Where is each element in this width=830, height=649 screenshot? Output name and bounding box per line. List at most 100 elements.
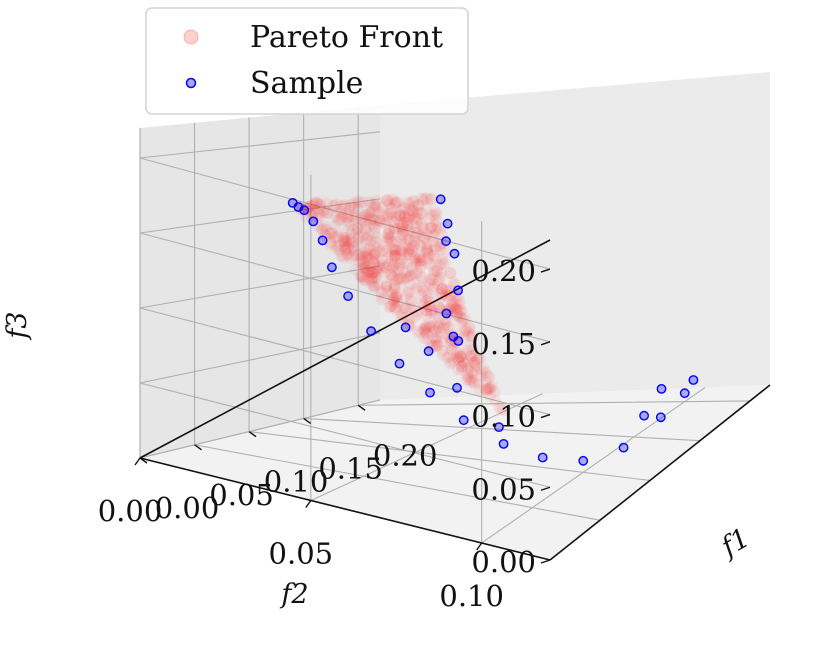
- pareto-point: [388, 258, 401, 271]
- pareto-point: [402, 265, 415, 278]
- pareto-point: [388, 300, 401, 313]
- pareto-point: [347, 223, 360, 236]
- pareto-point: [349, 212, 362, 225]
- pareto-point: [338, 239, 351, 252]
- pareto-point: [424, 339, 437, 352]
- pareto-point: [380, 280, 393, 293]
- pareto-point: [417, 331, 430, 344]
- pareto-point: [408, 268, 421, 280]
- tick-mark-f1: [357, 404, 366, 411]
- pareto-point: [381, 234, 394, 247]
- sample-point: [425, 387, 435, 398]
- pareto-point: [387, 294, 400, 307]
- tick-mark-f2: [134, 457, 141, 466]
- pareto-point: [345, 227, 358, 240]
- pareto-point: [465, 366, 478, 379]
- pareto-point: [343, 237, 356, 250]
- pareto-point: [320, 223, 332, 236]
- pareto-point: [465, 373, 478, 386]
- pareto-point: [406, 204, 419, 217]
- tick-mark-f3: [540, 268, 551, 273]
- pareto-point: [470, 354, 483, 366]
- pareto-point: [447, 300, 459, 313]
- pareto-point: [335, 208, 348, 220]
- pareto-point: [468, 360, 481, 373]
- pareto-point: [406, 207, 419, 220]
- pareto-point: [424, 320, 437, 333]
- pareto-point: [423, 296, 436, 309]
- pareto-point: [380, 278, 393, 291]
- pareto-point: [397, 302, 410, 315]
- pareto-point: [369, 221, 382, 234]
- pareto-point: [463, 329, 476, 342]
- pareto-point: [401, 216, 414, 229]
- pareto-point: [341, 211, 354, 224]
- pareto-point: [380, 280, 393, 293]
- pareto-point: [425, 221, 438, 234]
- pareto-point: [435, 283, 448, 296]
- sample-point: [656, 383, 667, 394]
- pareto-point: [409, 250, 422, 263]
- pareto-point: [358, 262, 371, 275]
- pareto-point: [393, 209, 406, 222]
- pareto-point: [453, 310, 466, 323]
- pareto-point: [493, 401, 506, 414]
- pareto-point: [395, 244, 408, 257]
- pareto-point: [329, 220, 341, 233]
- pareto-point: [382, 231, 395, 244]
- pareto-point: [369, 199, 382, 212]
- pareto-point: [359, 273, 372, 286]
- pareto-point: [482, 382, 495, 395]
- pareto-point: [416, 221, 429, 234]
- pareto-point: [406, 195, 419, 208]
- pareto-point: [375, 262, 388, 275]
- pareto-point: [427, 339, 440, 352]
- pareto-point: [347, 201, 360, 214]
- pareto-point: [445, 343, 457, 356]
- pareto-point: [434, 304, 447, 317]
- pareto-point: [427, 282, 440, 295]
- pareto-point: [391, 212, 404, 225]
- pareto-point: [424, 304, 437, 317]
- pareto-point: [394, 310, 407, 323]
- pareto-point: [441, 291, 454, 304]
- pareto-point: [412, 198, 425, 211]
- tick-label-f3: 0.00: [471, 545, 536, 579]
- pareto-point: [345, 243, 358, 256]
- pareto-point: [363, 263, 376, 276]
- pareto-point: [435, 336, 448, 349]
- pareto-point: [385, 286, 398, 299]
- pareto-point: [423, 278, 436, 291]
- pareto-point: [357, 274, 370, 287]
- tick-labels: 0.000.050.100.150.200.000.050.100.000.05…: [98, 254, 551, 613]
- pareto-point: [435, 291, 447, 304]
- pareto-point: [361, 264, 374, 277]
- pareto-point: [483, 371, 496, 384]
- pareto-point: [356, 271, 369, 284]
- pareto-point: [439, 289, 452, 302]
- pareto-point: [341, 240, 354, 253]
- pareto-point: [367, 266, 380, 279]
- pareto-point: [362, 272, 375, 285]
- pareto-point: [374, 246, 387, 259]
- pareto-point: [420, 243, 433, 256]
- pareto-point: [333, 240, 346, 252]
- pareto-point: [389, 245, 402, 258]
- pareto-point: [381, 251, 394, 264]
- pareto-point: [406, 218, 419, 231]
- pareto-point: [425, 221, 438, 234]
- pareto-point: [370, 231, 383, 244]
- pareto-point: [383, 232, 395, 245]
- pareto-point: [345, 232, 357, 245]
- pareto-point: [401, 233, 414, 246]
- pareto-point: [398, 224, 411, 237]
- pareto-point: [400, 301, 413, 314]
- sample-point: [498, 438, 509, 449]
- pareto-point: [388, 282, 401, 295]
- pareto-point: [359, 258, 372, 271]
- pareto-point: [406, 245, 418, 258]
- pareto-point: [398, 245, 411, 258]
- pareto-point: [382, 228, 394, 241]
- pareto-point: [430, 218, 443, 231]
- pareto-point: [482, 382, 495, 395]
